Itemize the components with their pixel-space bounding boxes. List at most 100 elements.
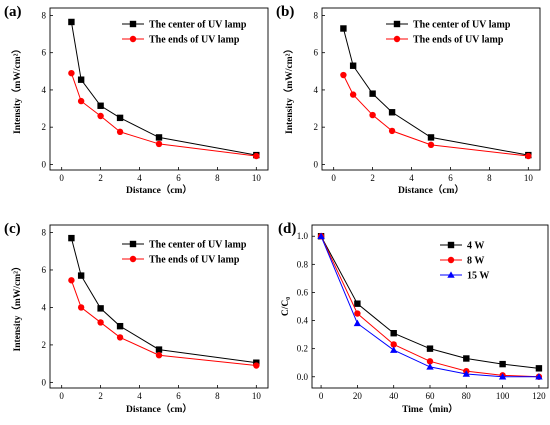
data-point (388, 109, 396, 116)
x-tick-label: 60 (426, 391, 436, 401)
data-point (390, 341, 397, 348)
x-tick-label: 10 (524, 173, 534, 183)
data-point (369, 111, 376, 119)
data-point (349, 91, 357, 98)
legend-marker (393, 35, 401, 43)
x-tick-label: 10 (252, 173, 262, 183)
panel-label: (b) (276, 4, 294, 20)
legend-label: 4 W (467, 241, 484, 252)
y-tick-label: 4 (42, 85, 47, 95)
data-point (116, 114, 124, 122)
x-tick-label: 2 (370, 173, 375, 183)
series-1 (340, 71, 532, 160)
data-point (340, 25, 347, 32)
data-point (68, 234, 75, 242)
series-line (320, 236, 539, 378)
data-point (253, 362, 260, 369)
y-tick-label: 8 (42, 10, 47, 20)
series-line (70, 237, 257, 364)
series-line (342, 28, 529, 156)
x-axis-label: Distance（cm） (126, 184, 192, 196)
data-point (116, 334, 124, 341)
data-point (340, 71, 347, 79)
x-axis-label: Distance（cm） (398, 184, 464, 196)
data-point (390, 346, 398, 353)
data-point (155, 346, 163, 353)
data-point (97, 305, 104, 312)
y-tick-label: 8 (314, 10, 319, 20)
x-tick-label: 20 (353, 391, 363, 401)
data-point (426, 363, 434, 370)
x-tick-label: 120 (532, 391, 546, 401)
data-point (462, 370, 470, 377)
data-point (155, 352, 163, 359)
y-tick-label: 2 (42, 122, 47, 132)
chart-panel-3: 0 20 40 60 80 100 120 0.0 0.2 0.4 0.6 0.8 1.0 Time（mi… (278, 221, 549, 415)
data-point (390, 329, 397, 337)
data-point (426, 358, 434, 365)
x-tick-label: 6 (176, 391, 181, 401)
data-point (427, 134, 435, 141)
x-tick-label: 8 (215, 391, 220, 401)
data-point (77, 304, 85, 311)
y-axis-label: Intensity（mW/cm²） (11, 44, 23, 134)
x-tick-label: 4 (409, 173, 414, 183)
y-tick-label: 4 (314, 85, 319, 95)
chart-panel-2: 0 2 4 6 8 10 0 2 4 6 8 Distance（cm） Intensity（mW/cm²… (4, 221, 269, 415)
data-point (317, 232, 325, 240)
x-tick-label: 8 (487, 173, 492, 183)
x-tick-label: 6 (176, 173, 181, 183)
data-point (463, 355, 470, 362)
legend-label: The center of UV lamp (413, 20, 511, 31)
data-point (97, 319, 104, 326)
legend-marker (129, 240, 137, 248)
x-tick-label: 4 (137, 173, 142, 183)
x-tick-label: 0 (59, 173, 64, 183)
series-0 (317, 233, 543, 372)
legend-label: The center of UV lamp (149, 240, 247, 251)
legend-label: 8 W (467, 256, 484, 267)
data-point (354, 300, 361, 307)
data-point (427, 141, 435, 149)
x-tick-label: 0 (319, 391, 324, 401)
y-tick-label: 0.6 (297, 287, 309, 297)
data-point (116, 322, 124, 330)
y-tick-label: 8 (42, 227, 47, 237)
legend-marker (447, 256, 455, 264)
plot-frame (49, 7, 269, 171)
x-tick-label: 8 (215, 173, 220, 183)
x-axis-label: Distance（cm） (126, 403, 192, 415)
y-tick-label: 0 (42, 159, 47, 169)
x-tick-label: 0 (331, 173, 336, 183)
data-point (155, 140, 163, 148)
data-point (525, 152, 532, 160)
data-point (426, 345, 434, 352)
series-line (70, 280, 257, 367)
series-line (342, 74, 529, 157)
y-tick-label: 2 (314, 122, 319, 132)
series-1 (68, 69, 260, 160)
y-tick-label: 6 (42, 48, 47, 58)
chart-panel-1: 0 2 4 6 8 10 0 2 4 6 8 Distance（cm） Intensity（mW/cm²… (276, 4, 541, 196)
series-1 (68, 277, 260, 369)
data-point (253, 152, 260, 160)
legend-marker (447, 241, 455, 249)
data-point (97, 102, 104, 109)
y-tick-label: 2 (42, 340, 47, 350)
x-tick-label: 10 (252, 391, 262, 401)
x-tick-label: 100 (496, 391, 510, 401)
x-tick-label: 6 (448, 173, 453, 183)
legend-marker (129, 20, 137, 28)
data-point (369, 90, 376, 97)
data-point (77, 76, 85, 83)
x-tick-label: 80 (462, 391, 472, 401)
legend-marker (393, 20, 401, 28)
legend-label: The ends of UV lamp (149, 255, 240, 266)
data-point (498, 373, 507, 380)
data-point (354, 310, 361, 317)
y-axis-label: Intensity（mW/cm²） (11, 262, 23, 352)
legend-label: The ends of UV lamp (413, 35, 504, 46)
data-point (535, 373, 543, 380)
panel-label: (a) (4, 4, 22, 20)
data-point (97, 112, 104, 120)
